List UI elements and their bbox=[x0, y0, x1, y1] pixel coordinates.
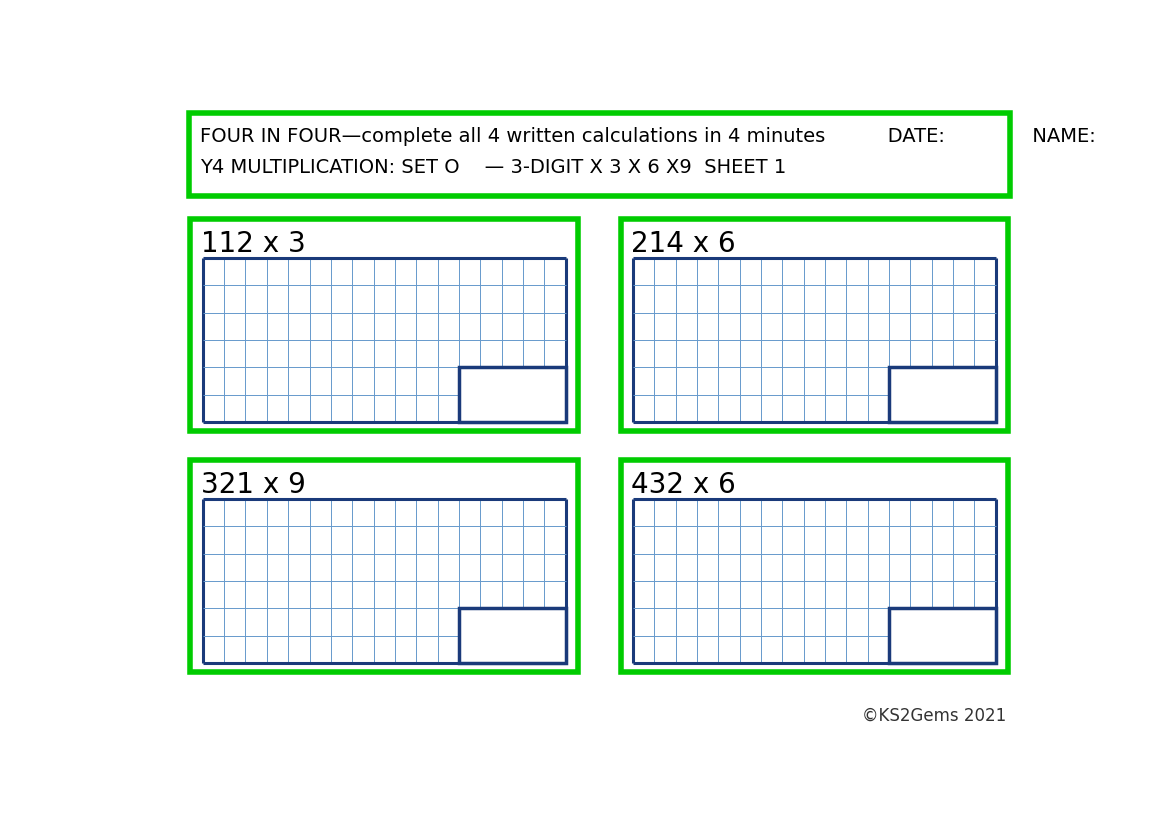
Bar bbox=[191, 219, 578, 431]
Text: 214 x 6: 214 x 6 bbox=[632, 230, 736, 258]
Bar bbox=[459, 367, 565, 422]
Bar bbox=[202, 499, 565, 663]
Bar bbox=[889, 367, 996, 422]
Bar bbox=[889, 367, 996, 422]
Text: 112 x 3: 112 x 3 bbox=[201, 230, 307, 258]
Bar bbox=[459, 608, 565, 663]
Bar bbox=[191, 461, 578, 672]
Bar bbox=[202, 258, 565, 422]
Bar bbox=[633, 499, 996, 663]
Text: FOUR IN FOUR—complete all 4 written calculations in 4 minutes          DATE:    : FOUR IN FOUR—complete all 4 written calc… bbox=[200, 127, 1095, 146]
Text: 432 x 6: 432 x 6 bbox=[632, 471, 736, 500]
Bar bbox=[889, 608, 996, 663]
Bar bbox=[889, 608, 996, 663]
Bar bbox=[620, 219, 1009, 431]
Bar bbox=[459, 367, 565, 422]
Bar bbox=[459, 608, 565, 663]
Bar bbox=[633, 258, 996, 422]
Text: ©KS2Gems 2021: ©KS2Gems 2021 bbox=[862, 706, 1006, 724]
Bar bbox=[620, 461, 1009, 672]
Text: Y4 MULTIPLICATION: SET O    — 3-DIGIT X 3 X 6 X9  SHEET 1: Y4 MULTIPLICATION: SET O — 3-DIGIT X 3 X… bbox=[200, 158, 786, 177]
Text: 321 x 9: 321 x 9 bbox=[201, 471, 307, 500]
Bar bbox=[188, 113, 1011, 196]
